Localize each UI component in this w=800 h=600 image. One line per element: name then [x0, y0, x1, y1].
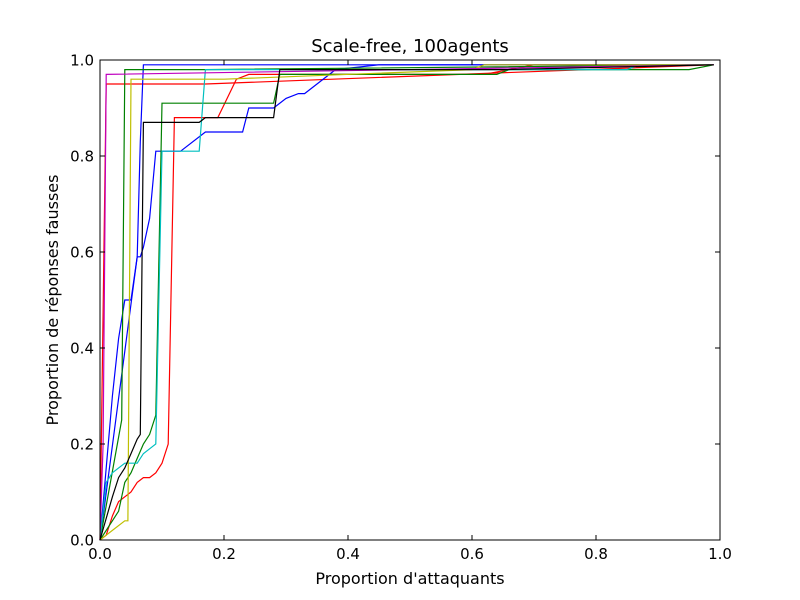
series-line-9 — [99, 64, 714, 541]
x-tick-label: 0.2 — [212, 545, 236, 563]
series-line-8 — [99, 64, 714, 541]
chart-title: Scale-free, 100agents — [311, 36, 509, 57]
series-line-2 — [99, 64, 714, 541]
y-axis-label: Proportion de réponses fausses — [43, 175, 62, 426]
series-line-4 — [99, 64, 714, 541]
series-layer — [99, 64, 714, 541]
x-tick-label: 0.6 — [460, 545, 484, 563]
series-line-5 — [99, 64, 714, 541]
y-tick-label: 0.0 — [70, 531, 94, 549]
series-line-7 — [99, 64, 714, 541]
y-tick-label: 0.2 — [70, 435, 94, 453]
series-line-1 — [99, 64, 714, 541]
series-line-10 — [99, 64, 714, 541]
x-axis-label: Proportion d'attaquants — [315, 569, 504, 588]
ticks-layer: 0.0 0.2 0.4 0.6 0.8 1.0 0.0 0.2 0.4 0.6 0.8 1.0 — [70, 51, 732, 563]
y-tick-label: 0.6 — [70, 243, 94, 261]
x-tick-label: 0.0 — [88, 545, 112, 563]
y-tick-label: 0.8 — [70, 147, 94, 165]
y-tick-label: 0.4 — [70, 339, 94, 357]
x-tick-label: 0.8 — [584, 545, 608, 563]
x-tick-label: 1.0 — [708, 545, 732, 563]
y-tick-label: 1.0 — [70, 51, 94, 69]
x-tick-label: 0.4 — [336, 545, 360, 563]
plot-frame — [99, 59, 721, 541]
series-line-3 — [99, 64, 714, 541]
series-line-6 — [99, 64, 714, 541]
